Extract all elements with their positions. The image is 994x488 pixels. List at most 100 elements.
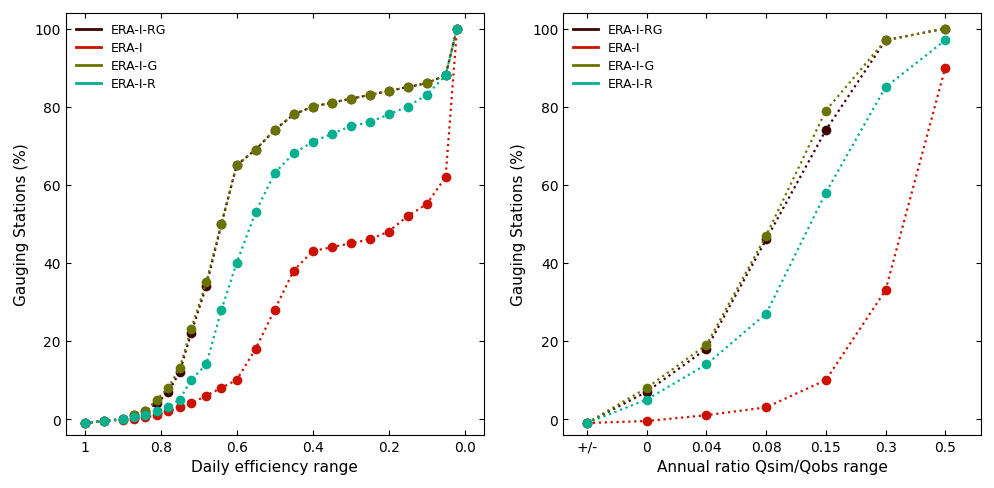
ERA-I-RG <box>200 284 212 289</box>
ERA-I <box>325 245 337 251</box>
ERA-I <box>97 418 109 424</box>
ERA-I <box>287 268 299 274</box>
ERA-I-R <box>162 405 174 410</box>
ERA-I-R <box>325 132 337 138</box>
ERA-I-RG <box>700 346 712 352</box>
Line: ERA-I: ERA-I <box>581 63 949 428</box>
ERA-I-R <box>249 210 261 216</box>
ERA-I-R <box>306 140 318 145</box>
ERA-I-G <box>383 89 395 95</box>
ERA-I-RG <box>402 85 414 91</box>
ERA-I-G <box>116 416 128 422</box>
ERA-I-RG <box>325 101 337 106</box>
ERA-I <box>383 229 395 235</box>
ERA-I-R <box>185 377 197 383</box>
ERA-I <box>344 241 356 247</box>
ERA-I-G <box>128 412 140 418</box>
ERA-I <box>580 420 592 426</box>
ERA-I-RG <box>383 89 395 95</box>
Line: ERA-I-G: ERA-I-G <box>80 24 461 428</box>
ERA-I <box>162 408 174 414</box>
ERA-I-G <box>249 147 261 153</box>
ERA-I <box>819 377 831 383</box>
ERA-I <box>79 420 90 426</box>
ERA-I-R <box>879 85 891 91</box>
ERA-I-RG <box>128 412 140 418</box>
ERA-I-G <box>450 26 462 32</box>
ERA-I-G <box>306 104 318 110</box>
ERA-I-G <box>439 73 451 79</box>
ERA-I <box>759 405 771 410</box>
ERA-I-G <box>700 342 712 348</box>
ERA-I-RG <box>79 420 90 426</box>
ERA-I <box>174 405 186 410</box>
ERA-I <box>139 414 151 420</box>
ERA-I-R <box>363 120 375 126</box>
ERA-I <box>640 418 652 424</box>
ERA-I <box>249 346 261 352</box>
ERA-I-G <box>819 108 831 114</box>
ERA-I-R <box>151 408 163 414</box>
ERA-I-RG <box>640 389 652 395</box>
ERA-I <box>439 175 451 181</box>
ERA-I <box>700 412 712 418</box>
ERA-I-RG <box>450 26 462 32</box>
Line: ERA-I-R: ERA-I-R <box>581 36 949 428</box>
ERA-I <box>231 377 243 383</box>
ERA-I-R <box>819 190 831 196</box>
Line: ERA-I-RG: ERA-I-RG <box>581 24 949 428</box>
ERA-I-R <box>79 420 90 426</box>
ERA-I-RG <box>879 38 891 44</box>
ERA-I <box>363 237 375 243</box>
Y-axis label: Gauging Stations (%): Gauging Stations (%) <box>511 143 526 305</box>
ERA-I-RG <box>439 73 451 79</box>
ERA-I-R <box>231 261 243 266</box>
ERA-I-R <box>450 26 462 32</box>
Line: ERA-I-R: ERA-I-R <box>80 24 461 428</box>
ERA-I-R <box>344 124 356 130</box>
ERA-I-G <box>344 97 356 102</box>
ERA-I-R <box>139 412 151 418</box>
ERA-I-RG <box>97 418 109 424</box>
ERA-I-R <box>97 418 109 424</box>
ERA-I-RG <box>151 401 163 407</box>
ERA-I-RG <box>231 163 243 169</box>
ERA-I-R <box>287 151 299 157</box>
ERA-I-RG <box>216 222 228 227</box>
ERA-I-R <box>420 93 432 99</box>
ERA-I-G <box>231 163 243 169</box>
ERA-I-RG <box>306 104 318 110</box>
ERA-I-G <box>139 408 151 414</box>
ERA-I <box>151 412 163 418</box>
ERA-I <box>402 214 414 220</box>
ERA-I <box>128 416 140 422</box>
ERA-I-G <box>363 93 375 99</box>
ERA-I-G <box>200 280 212 286</box>
X-axis label: Daily efficiency range: Daily efficiency range <box>191 459 358 474</box>
ERA-I-R <box>268 171 280 177</box>
ERA-I <box>450 26 462 32</box>
ERA-I-G <box>879 38 891 44</box>
ERA-I-G <box>97 418 109 424</box>
ERA-I-G <box>402 85 414 91</box>
Legend: ERA-I-RG, ERA-I, ERA-I-G, ERA-I-R: ERA-I-RG, ERA-I, ERA-I-G, ERA-I-R <box>569 20 667 95</box>
ERA-I-R <box>700 362 712 367</box>
ERA-I-R <box>580 420 592 426</box>
ERA-I-RG <box>185 330 197 336</box>
Line: ERA-I: ERA-I <box>80 24 461 428</box>
Line: ERA-I-RG: ERA-I-RG <box>80 24 461 428</box>
ERA-I <box>306 249 318 255</box>
ERA-I <box>185 401 197 407</box>
ERA-I-RG <box>938 26 950 32</box>
ERA-I-RG <box>420 81 432 87</box>
Legend: ERA-I-RG, ERA-I, ERA-I-G, ERA-I-R: ERA-I-RG, ERA-I, ERA-I-G, ERA-I-R <box>72 20 170 95</box>
ERA-I-G <box>759 233 771 239</box>
Line: ERA-I-G: ERA-I-G <box>581 24 949 428</box>
ERA-I <box>268 307 280 313</box>
ERA-I-G <box>162 385 174 391</box>
ERA-I <box>200 393 212 399</box>
ERA-I-R <box>759 311 771 317</box>
ERA-I-G <box>268 128 280 134</box>
ERA-I-RG <box>249 147 261 153</box>
ERA-I <box>879 287 891 293</box>
